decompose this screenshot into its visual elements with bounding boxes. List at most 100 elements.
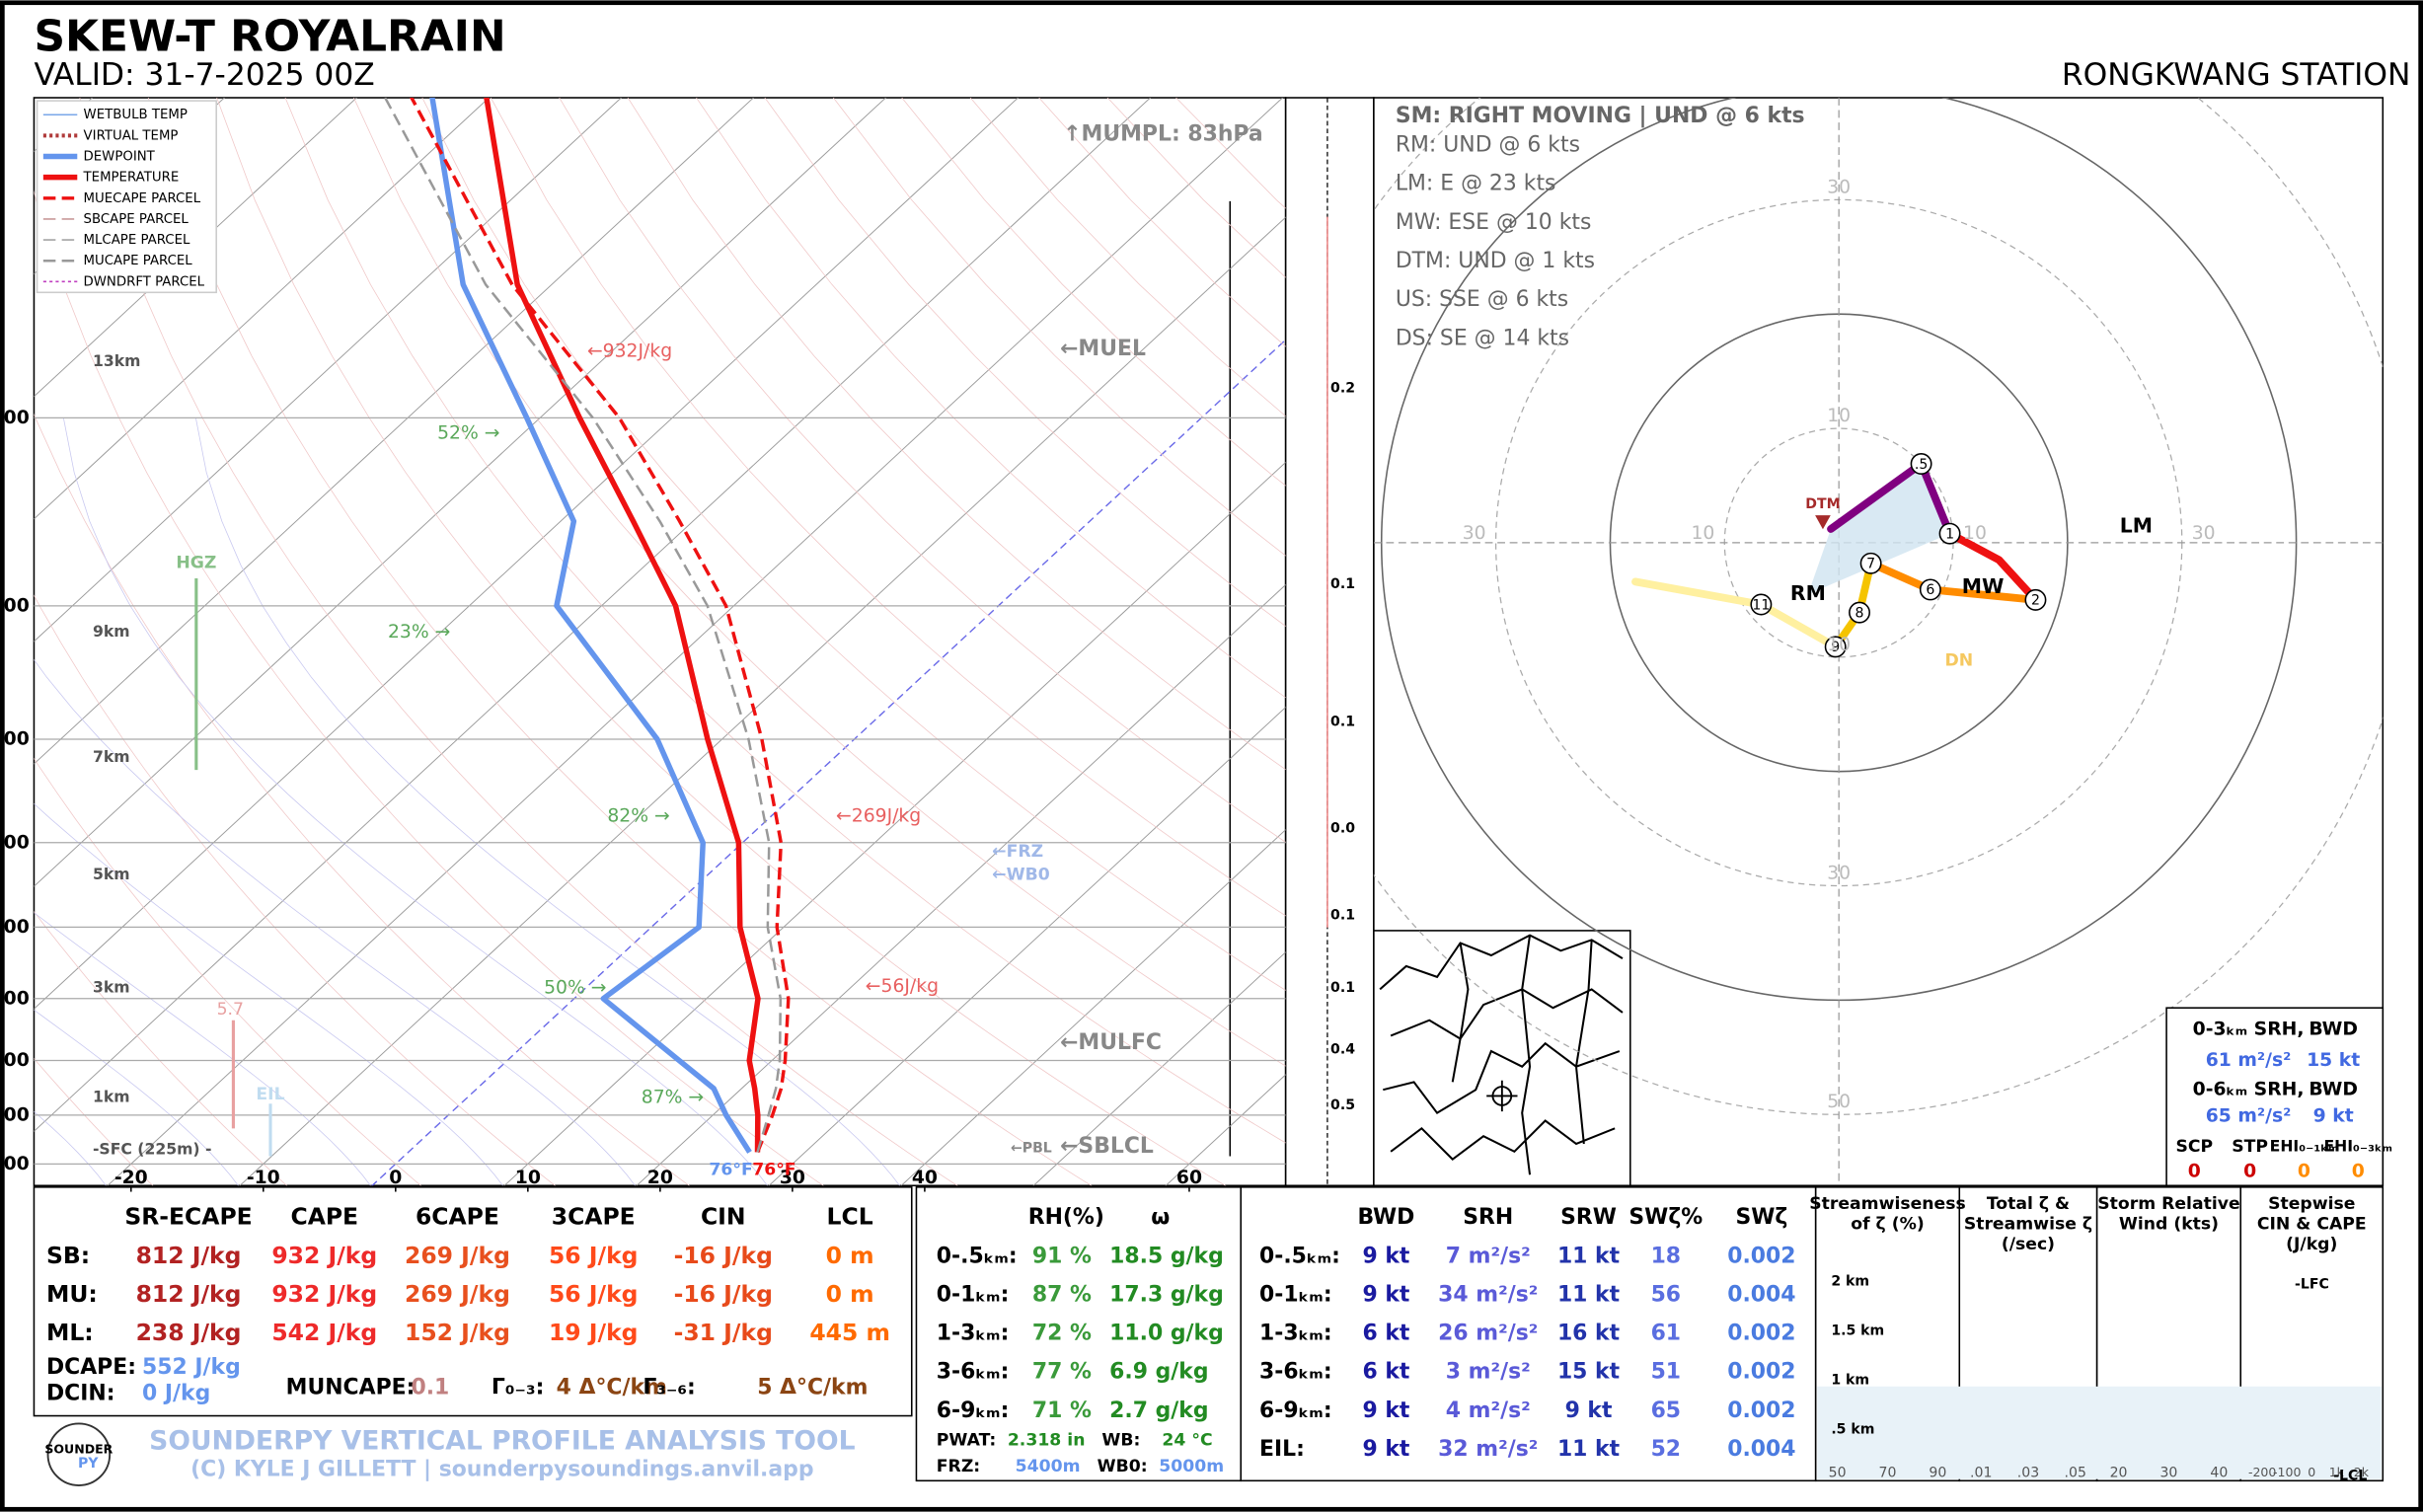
row-label: 6-9ₖₘ: [937, 1399, 1010, 1423]
small-plots [1814, 1186, 2385, 1482]
table-header: ω [1151, 1205, 1170, 1230]
table-cell: -31 J/kg [674, 1319, 773, 1346]
isotherm [239, 216, 1286, 1186]
extra-label: WB: [1101, 1431, 1140, 1451]
pressure-tick-label: 900 [0, 1104, 30, 1125]
dry-adiabat [284, 98, 1286, 1144]
valid-time: VALID: 31-7-2025 00Z [34, 57, 374, 93]
skewt-annotation: ←WB0 [992, 866, 1050, 885]
pressure-tick-label: 600 [0, 917, 30, 938]
dry-adiabat [559, 98, 1286, 843]
param-name: EHI₀₋₃ₖₘ [2323, 1137, 2392, 1156]
param-value: 0 [2352, 1162, 2365, 1182]
storm-motion: DTM: UND @ 1 kts [1396, 249, 1595, 273]
srh-area [1807, 463, 1950, 595]
table-cell: 19 J/kg [549, 1319, 639, 1346]
small-plot-tick: 1k [2329, 1465, 2345, 1479]
table-cell: 0 m [826, 1242, 874, 1269]
row-label: 0-.5ₖₘ: [937, 1244, 1018, 1268]
temp-tick-label: -10 [247, 1168, 280, 1188]
table-cell: 812 J/kg [136, 1280, 242, 1308]
extra-value: 552 J/kg [142, 1355, 241, 1380]
table-cell: 11.0 g/kg [1109, 1322, 1224, 1346]
dry-adiabat [34, 1057, 154, 1186]
hodo-marker-label: 11 [1752, 597, 1770, 613]
srh-inset [2165, 1007, 2385, 1187]
srh-inset-text: 15 kt [2307, 1050, 2360, 1071]
small-plot-title: Stepwise [2268, 1194, 2355, 1214]
isotherm [34, 98, 623, 643]
pressure-tick-label: 500 [0, 832, 30, 853]
hodograph-plot: .5 1 2 6 7 8 9 11 RM LM MW DN DTM [1373, 98, 2384, 1186]
hodo-ring-label: 10 [1963, 523, 1987, 544]
table-cell: 9 kt [1362, 1399, 1409, 1423]
table-cell: 6.9 g/kg [1109, 1360, 1208, 1385]
table-cell: -16 J/kg [674, 1280, 773, 1308]
hodo-marker-label: 1 [1945, 526, 1954, 542]
param-value: 0 [2298, 1162, 2310, 1182]
moist-adiabat [194, 417, 900, 1186]
skewt-annotation: ←SBLCL [1060, 1134, 1154, 1159]
storm-motion: SM: RIGHT MOVING | UND @ 6 kts [1396, 104, 1805, 128]
dry-adiabat [696, 98, 1286, 699]
param-name: SCP [2175, 1137, 2213, 1157]
param-name: EHI₀₋₁ₖₘ [2270, 1137, 2339, 1156]
table-header: CIN [701, 1203, 746, 1231]
pressure-tick-label: 400 [0, 728, 30, 749]
table-cell: 51 [1651, 1360, 1682, 1385]
small-plot-title: of ζ (%) [1851, 1214, 1924, 1234]
skewt-annotation: 76°F [752, 1161, 795, 1180]
small-plot-tick: 20 [2110, 1465, 2128, 1480]
extra-label: MUNCAPE: [286, 1375, 416, 1399]
small-plot-title: Streamwiseness [1809, 1194, 1966, 1214]
dry-adiabat [421, 98, 1286, 991]
dry-adiabat [832, 98, 1286, 557]
storm-motion: DS: SE @ 14 kts [1396, 326, 1569, 350]
row-label: EIL: [1259, 1437, 1305, 1462]
srh-inset-text: 9 kt [2313, 1105, 2354, 1126]
dry-adiabat [34, 413, 690, 1186]
table-header: 6CAPE [416, 1203, 499, 1231]
row-label: 0-1ₖₘ: [1259, 1282, 1332, 1307]
storm-motion: RM: UND @ 6 kts [1396, 133, 1580, 158]
legend-label: MLCAPE PARCEL [84, 233, 190, 248]
srh-inset-text: 0-3ₖₘ SRH, [2193, 1020, 2305, 1040]
profile-line [484, 98, 761, 1153]
dry-adiabat [34, 757, 421, 1186]
table-cell: 61 [1651, 1322, 1682, 1346]
table-header: SR-ECAPE [124, 1203, 252, 1231]
legend-label: WETBULB TEMP [84, 108, 188, 122]
dry-adiabat [764, 98, 1286, 628]
hodo-marker [1750, 593, 1773, 616]
skewt-annotation: ←932J/kg [587, 340, 672, 361]
dry-adiabat [34, 594, 556, 1186]
dry-adiabat [627, 98, 1286, 771]
row-label: ML: [46, 1319, 94, 1346]
height-label: -LCL [2333, 1469, 2367, 1484]
table-cell: 65 [1651, 1399, 1682, 1423]
hodo-marker [1919, 578, 1941, 601]
moist-adiabat [34, 912, 371, 1186]
table-cell: -16 J/kg [674, 1242, 773, 1269]
extra-label: FRZ: [937, 1457, 980, 1476]
small-plot-tick: 50 [1829, 1465, 1847, 1480]
small-plot-title: Streamwise ζ [1964, 1214, 2092, 1234]
small-plot-tick: 70 [1879, 1465, 1897, 1480]
hodo-marker [1824, 636, 1847, 658]
table-cell: 91 % [1032, 1244, 1092, 1268]
skewt-annotation: ↑MUMPL: 83hPa [1063, 122, 1262, 147]
omega-label: 0.1 [1330, 715, 1355, 730]
temp-tick-label: 20 [647, 1168, 673, 1188]
skewt-annotation: ←56J/kg [866, 976, 939, 997]
srh-inset-text: 0-6ₖₘ SRH, [2193, 1080, 2305, 1100]
hodo-ring-label: 30 [2192, 523, 2216, 544]
hodo-marker-label: 9 [1831, 640, 1840, 655]
extra-value: 0.1 [411, 1375, 449, 1399]
srh-inset-text: BWD [2309, 1020, 2358, 1040]
table-cell: 56 J/kg [549, 1280, 639, 1308]
isotherm [768, 706, 1286, 1186]
table-cell: 2.7 g/kg [1109, 1399, 1208, 1423]
skewt-annotation: 87% → [642, 1088, 704, 1108]
title: SKEW-T ROYALRAIN [34, 12, 505, 62]
small-plot-title: Wind (kts) [2119, 1214, 2219, 1234]
